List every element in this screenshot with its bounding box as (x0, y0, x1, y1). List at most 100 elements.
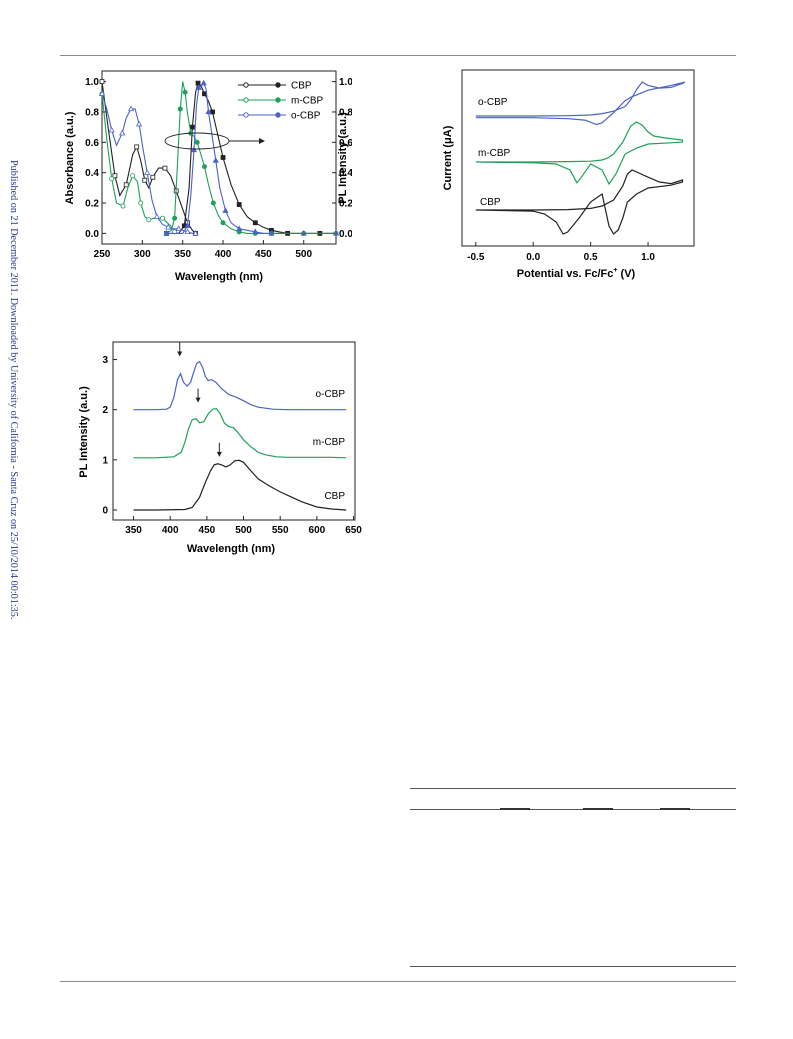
o-cbp-pl-point (205, 108, 212, 115)
x-tick-label: 500 (295, 249, 312, 260)
y-tick-label: 0.2 (85, 199, 99, 210)
cbp-absorbance-point (142, 177, 148, 183)
header-rule (60, 55, 736, 56)
m-cbp-pl-point (210, 200, 216, 206)
x-tick-label: 300 (134, 249, 151, 260)
x-tick-label: 350 (125, 525, 142, 536)
x-tick-label: 0.5 (584, 252, 598, 263)
table-cell-mark (660, 808, 690, 810)
o-cbp-pl-point (300, 229, 307, 236)
o-cbp-absorbance-line (101, 93, 196, 234)
o-cbp-pl-point (163, 229, 170, 236)
o-cbp-absorbance-point (175, 225, 182, 232)
o-cbp-label: o-CBP (316, 389, 346, 400)
cbp-absorbance-point (134, 144, 140, 150)
cbp-absorbance-point (112, 173, 118, 179)
x-tick-label: 1.0 (641, 252, 655, 263)
m-cbp-pl-point (194, 139, 200, 145)
o-cbp-pl-line (133, 360, 347, 411)
y2-tick-label: 0.2 (339, 199, 352, 210)
cbp-pl-point (236, 202, 242, 207)
m-cbp-absorbance-point (146, 217, 152, 223)
x-tick-label: 600 (309, 525, 326, 536)
m-cbp-absorbance-point (138, 200, 144, 206)
o-cbp-absorbance-point (119, 129, 126, 136)
plot-frame (101, 70, 337, 245)
x-axis-title: Wavelength (nm) (175, 271, 264, 283)
y-axis-title: PL Intensity (a.u.) (78, 386, 90, 478)
table-rule-mid (410, 809, 736, 810)
legend-marker-filled (275, 97, 281, 103)
cbp-pl-point (202, 91, 207, 97)
o-cbp-pl-point (222, 207, 229, 213)
o-cbp-pl-point (190, 146, 198, 153)
arrow-down-icon (177, 351, 183, 357)
m-cbp-pl-line (133, 408, 347, 459)
legend-marker-open (243, 112, 249, 118)
m-cbp-pl-point (220, 220, 226, 226)
o-cbp-absorbance-point (184, 228, 191, 235)
x-tick-label: 450 (255, 249, 272, 260)
o-cbp-label: o-CBP (478, 97, 508, 108)
o-cbp-absorbance-point (192, 229, 199, 236)
legend-label: CBP (291, 81, 312, 92)
cbp-cv-line (475, 169, 684, 235)
cbp-absorbance-point (99, 79, 105, 85)
y2-tick-label: 0.8 (339, 107, 352, 118)
o-cbp-cv-line (475, 81, 686, 126)
o-cbp-pl-point (184, 222, 191, 228)
y-tick-label: 3 (102, 355, 108, 366)
table-rule-top (410, 788, 736, 789)
x-tick-label: 500 (235, 525, 252, 536)
x-tick-label: 450 (199, 525, 216, 536)
cbp-pl-line (166, 82, 336, 234)
cbp-pl-point (189, 124, 195, 130)
cyclic-voltammetry-chart: -0.5 0.0 0.5 1.0 o-CBP m-CBP CBP Potential vs… (442, 69, 695, 280)
m-cbp-absorbance-point (120, 203, 126, 209)
m-cbp-label: m-CBP (478, 148, 511, 159)
y-tick-label: 0.6 (85, 138, 99, 149)
absorbance-pl-chart: 250 300 350 400 450 500 0.0 0.0 0.2 0.2 0.4 0.4 0.6 0… (64, 70, 352, 283)
y2-tick-label: 1.0 (339, 77, 352, 88)
download-notice: Published on 21 December 2011. Downloade… (8, 160, 19, 620)
cbp-absorbance-line (101, 81, 196, 234)
y2-tick-label: 0.6 (339, 138, 352, 149)
m-cbp-absorbance-point (130, 173, 136, 179)
x-tick-label: 400 (215, 249, 232, 260)
footer-rule (60, 981, 736, 982)
cbp-absorbance-point (123, 182, 129, 188)
x-tick-label: 650 (345, 525, 362, 536)
m-cbp-absorbance-point (109, 176, 115, 182)
legend-label: m-CBP (291, 96, 324, 107)
m-cbp-pl-point (177, 106, 183, 112)
m-cbp-absorbance-line (101, 93, 179, 234)
y-axis-title: Current (μA) (442, 125, 454, 190)
y-tick-label: 0.4 (85, 168, 99, 179)
m-cbp-cv-line (475, 121, 684, 186)
x-axis-title: Wavelength (nm) (187, 543, 276, 555)
plot-frame (461, 69, 695, 247)
o-cbp-pl-point (200, 79, 207, 86)
x-tick-label: -0.5 (467, 252, 485, 263)
o-cbp-absorbance-point (127, 105, 135, 112)
legend-marker-open (243, 82, 249, 88)
y-axis-title: Absorbance (a.u.) (64, 111, 76, 204)
o-cbp-absorbance-point (165, 223, 172, 230)
y-tick-label: 1.0 (85, 77, 99, 88)
legend-marker-filled (275, 82, 281, 88)
arrow-down-icon (195, 397, 201, 403)
o-cbp-absorbance-point (144, 169, 151, 175)
plot-frame (112, 341, 356, 521)
m-cbp-pl-point (172, 215, 178, 221)
table-cell-mark (583, 808, 613, 810)
o-cbp-pl-point (268, 229, 275, 236)
legend-marker-filled (275, 112, 281, 118)
x-tick-label: 550 (272, 525, 289, 536)
o-cbp-pl-point (252, 228, 259, 235)
m-cbp-absorbance-point (160, 215, 166, 221)
cbp-pl-point (252, 220, 258, 226)
x-tick-label: 250 (94, 249, 111, 260)
cbp-label: CBP (324, 491, 345, 502)
m-cbp-pl-point (201, 164, 207, 170)
cbp-pl-point (210, 109, 215, 115)
